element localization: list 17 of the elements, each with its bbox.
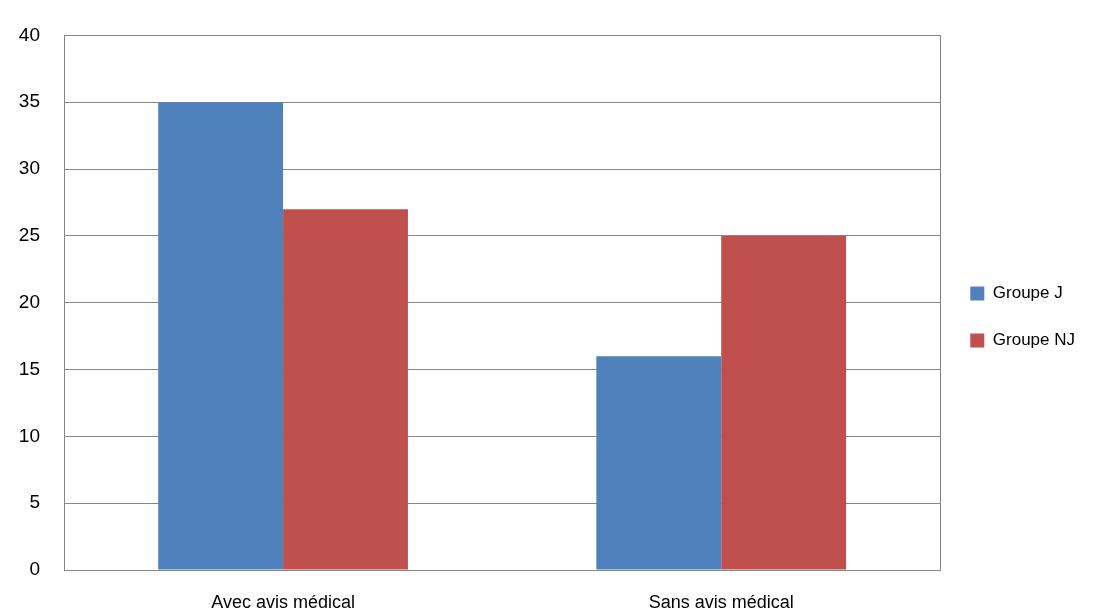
x-tick-label: Avec avis médical <box>211 591 355 612</box>
y-tick-label: 35 <box>18 90 40 112</box>
y-tick-label: 10 <box>18 424 40 446</box>
y-tick-label: 15 <box>18 357 40 379</box>
y-tick-label: 20 <box>18 290 40 312</box>
y-tick-label: 40 <box>18 23 40 45</box>
bar <box>158 102 284 570</box>
legend-label: Groupe J <box>992 283 1063 303</box>
y-tick-label: 30 <box>18 157 40 179</box>
x-tick-label: Sans avis médical <box>648 591 794 612</box>
bar <box>721 235 847 570</box>
legend-label: Groupe NJ <box>992 330 1075 350</box>
y-tick-label: 5 <box>29 491 40 513</box>
bar <box>596 356 722 570</box>
bar <box>283 209 408 570</box>
y-tick-label: 0 <box>29 558 40 580</box>
y-tick-label: 25 <box>18 224 40 246</box>
